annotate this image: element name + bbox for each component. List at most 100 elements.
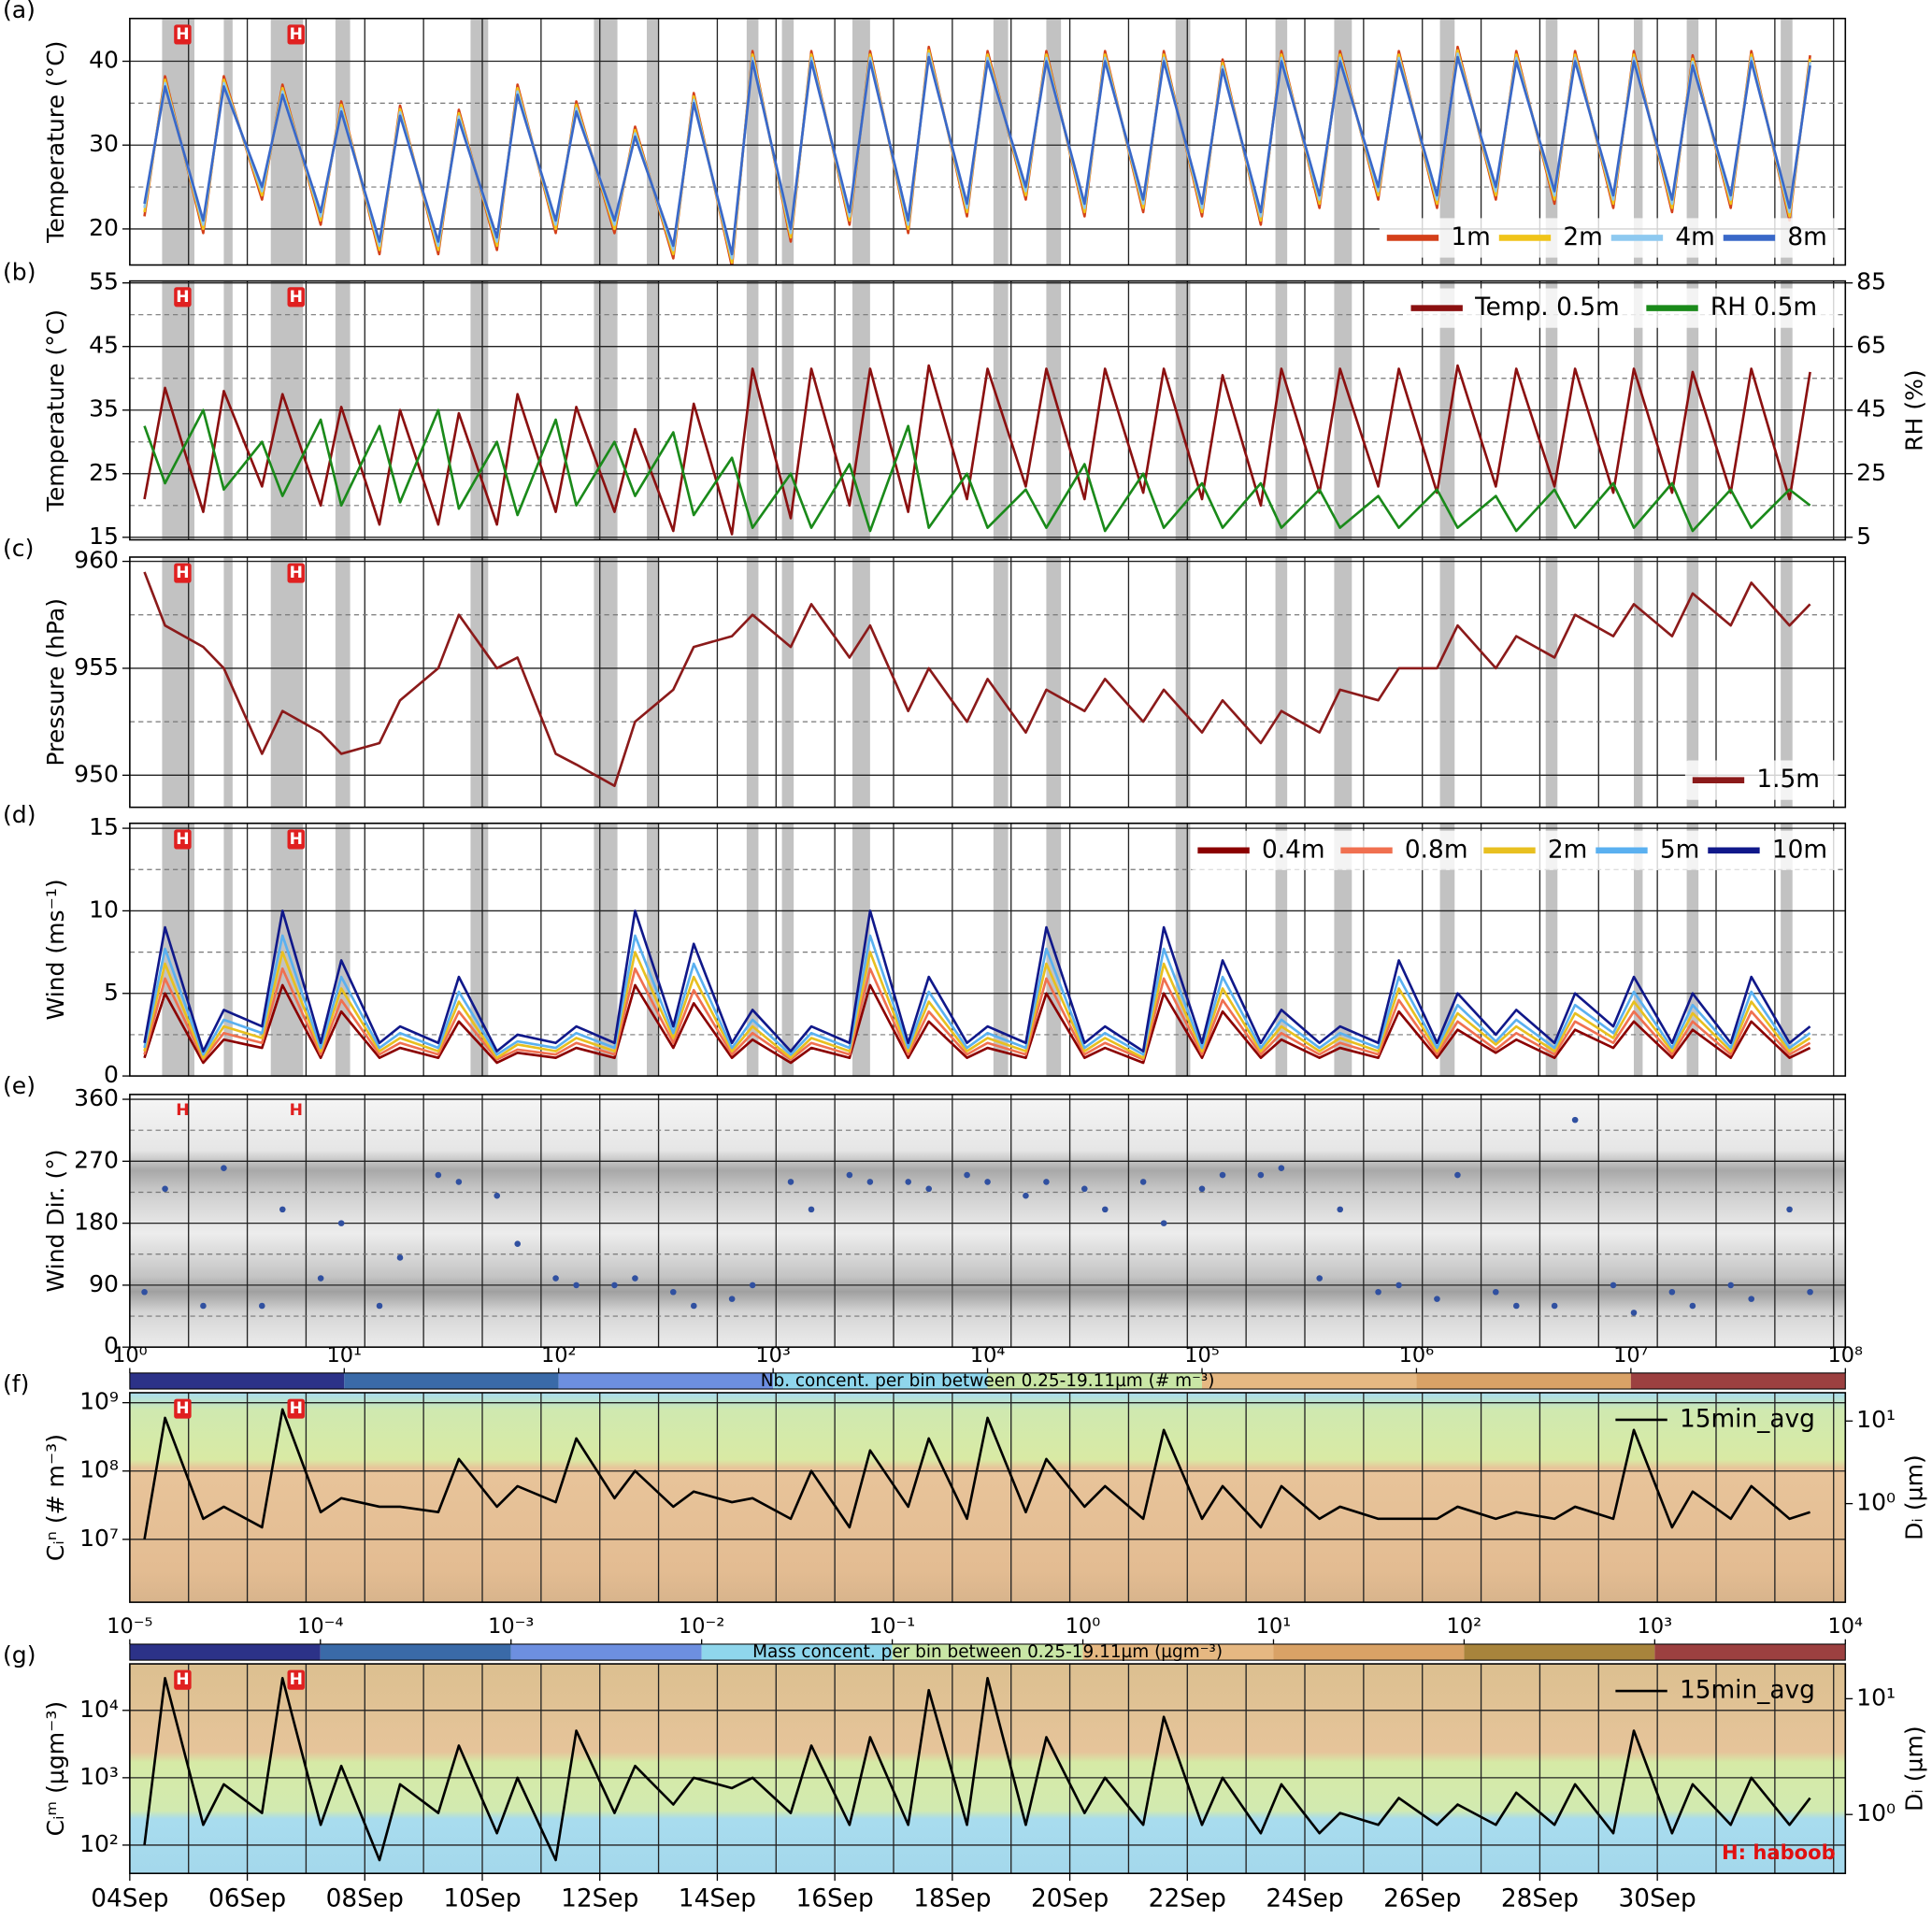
y-tick-label: 55 — [89, 268, 119, 295]
haboob-marker: H — [290, 830, 303, 849]
plot-frame — [129, 1392, 1847, 1603]
colorbar-segment — [1654, 1643, 1846, 1661]
x-tick-label: 04Sep — [91, 1884, 168, 1912]
y-tick-label: 270 — [74, 1146, 119, 1173]
shaded-period — [1545, 823, 1558, 1077]
y-tick-label: 10² — [79, 1830, 119, 1857]
shaded-period — [781, 823, 794, 1077]
plot-background — [129, 1094, 1846, 1348]
scatter-point — [1139, 1179, 1147, 1185]
y2-axis-label: Dᵢ (µm) — [1900, 1454, 1927, 1540]
scatter-point — [435, 1171, 442, 1179]
colorbar-tick-label: 10⁸ — [1828, 1343, 1864, 1368]
colorbar-segment — [892, 1643, 1083, 1661]
x-tick-label: 20Sep — [1031, 1884, 1109, 1912]
colorbar-segment — [1464, 1643, 1655, 1661]
scatter-point — [1630, 1310, 1638, 1316]
scatter-point — [964, 1171, 970, 1179]
legend-label: 0.4m — [1262, 836, 1325, 864]
plot-frame — [129, 1094, 1847, 1348]
series-line — [143, 55, 1811, 256]
y2-tick-label: 45 — [1856, 395, 1886, 422]
shaded-period — [335, 18, 351, 265]
x-tick-label: 10Sep — [443, 1884, 521, 1912]
scatter-point — [690, 1302, 697, 1310]
scatter-point — [573, 1282, 580, 1289]
panel-label: (f) — [3, 1370, 29, 1397]
haboob-marker: H — [290, 564, 303, 582]
legend-label: 5m — [1660, 836, 1699, 864]
x-tick-label: 30Sep — [1619, 1884, 1696, 1912]
scatter-point — [200, 1302, 207, 1310]
legend-label: 2m — [1548, 836, 1587, 864]
y-tick-label: 10⁹ — [79, 1388, 119, 1415]
colorbar-segment — [510, 1643, 702, 1661]
scatter-point — [455, 1179, 463, 1185]
scatter-point — [1807, 1288, 1813, 1296]
scatter-point — [1512, 1302, 1520, 1310]
y-tick-label: 45 — [89, 332, 119, 359]
scatter-point — [376, 1302, 383, 1310]
legend-label: 15min_avg — [1680, 1405, 1815, 1433]
plot-frame — [129, 17, 1847, 266]
legend-label: Temp. 0.5m — [1474, 294, 1620, 322]
scatter-point — [337, 1220, 345, 1226]
y-tick-label: 960 — [74, 547, 119, 574]
shaded-period — [162, 556, 194, 808]
haboob-box — [174, 1398, 192, 1419]
y2-tick-label: 10¹ — [1856, 1406, 1896, 1433]
y-axis-label: Temperature (°C) — [42, 41, 69, 244]
y2-tick-label: 65 — [1856, 332, 1886, 359]
haboob-note: H: haboob — [1722, 1840, 1836, 1864]
colorbar-tick-label: 10⁻⁵ — [107, 1614, 152, 1639]
colorbar-segment — [987, 1372, 1203, 1390]
shaded-period — [1334, 18, 1352, 265]
series-line — [143, 951, 1811, 1060]
legend-label: 0.8m — [1405, 836, 1468, 864]
legend-box — [1379, 218, 1839, 258]
y-tick-label: 0 — [104, 1332, 119, 1359]
series-line — [143, 934, 1811, 1056]
y2-tick-label: 10¹ — [1856, 1683, 1896, 1711]
plot-frame — [129, 556, 1847, 809]
haboob-marker: H — [176, 1399, 189, 1418]
plot-area — [129, 18, 1846, 265]
plot-frame — [129, 1663, 1847, 1875]
shaded-period — [1175, 556, 1191, 808]
y-tick-label: 20 — [89, 214, 119, 241]
y2-tick-label: 5 — [1856, 523, 1871, 550]
scatter-point — [1101, 1206, 1109, 1213]
y-tick-label: 30 — [89, 130, 119, 157]
scatter-point — [1492, 1288, 1499, 1296]
colorbar-tick-label: 10¹ — [327, 1343, 363, 1368]
shaded-period — [1439, 823, 1455, 1077]
haboob-box — [287, 1398, 305, 1419]
series-line — [143, 967, 1811, 1061]
legend-label: 1.5m — [1756, 766, 1820, 794]
y-tick-label: 35 — [89, 395, 119, 422]
y-tick-label: 10⁴ — [79, 1696, 119, 1723]
colorbar-label: Nb. concent. per bin between 0.25-19.11µ… — [761, 1371, 1215, 1391]
haboob-box — [287, 1669, 305, 1690]
scatter-point — [905, 1179, 912, 1185]
colorbar-tick-label: 10⁻¹ — [869, 1614, 915, 1639]
x-tick-label: 18Sep — [913, 1884, 991, 1912]
colorbar-tick-label: 10³ — [1638, 1614, 1673, 1639]
series-line — [143, 983, 1811, 1065]
colorbar-segment — [1416, 1372, 1631, 1390]
haboob-marker: H — [176, 1670, 189, 1689]
shaded-period — [1634, 18, 1643, 265]
shaded-period — [1439, 556, 1455, 808]
scatter-point — [1727, 1282, 1735, 1289]
y-axis-label: Pressure (hPa) — [42, 598, 69, 766]
shaded-period — [1545, 556, 1558, 808]
scatter-point — [1610, 1282, 1617, 1289]
shaded-period — [1634, 556, 1643, 808]
colorbar-tick-label: 10² — [541, 1343, 577, 1368]
y2-axis-label: Dᵢ (µm) — [1900, 1726, 1927, 1812]
scatter-point — [1454, 1171, 1461, 1179]
y-tick-label: 0 — [104, 1061, 119, 1088]
plot-frame — [129, 279, 1847, 541]
shaded-period — [1275, 556, 1288, 808]
series-line — [143, 909, 1811, 1053]
